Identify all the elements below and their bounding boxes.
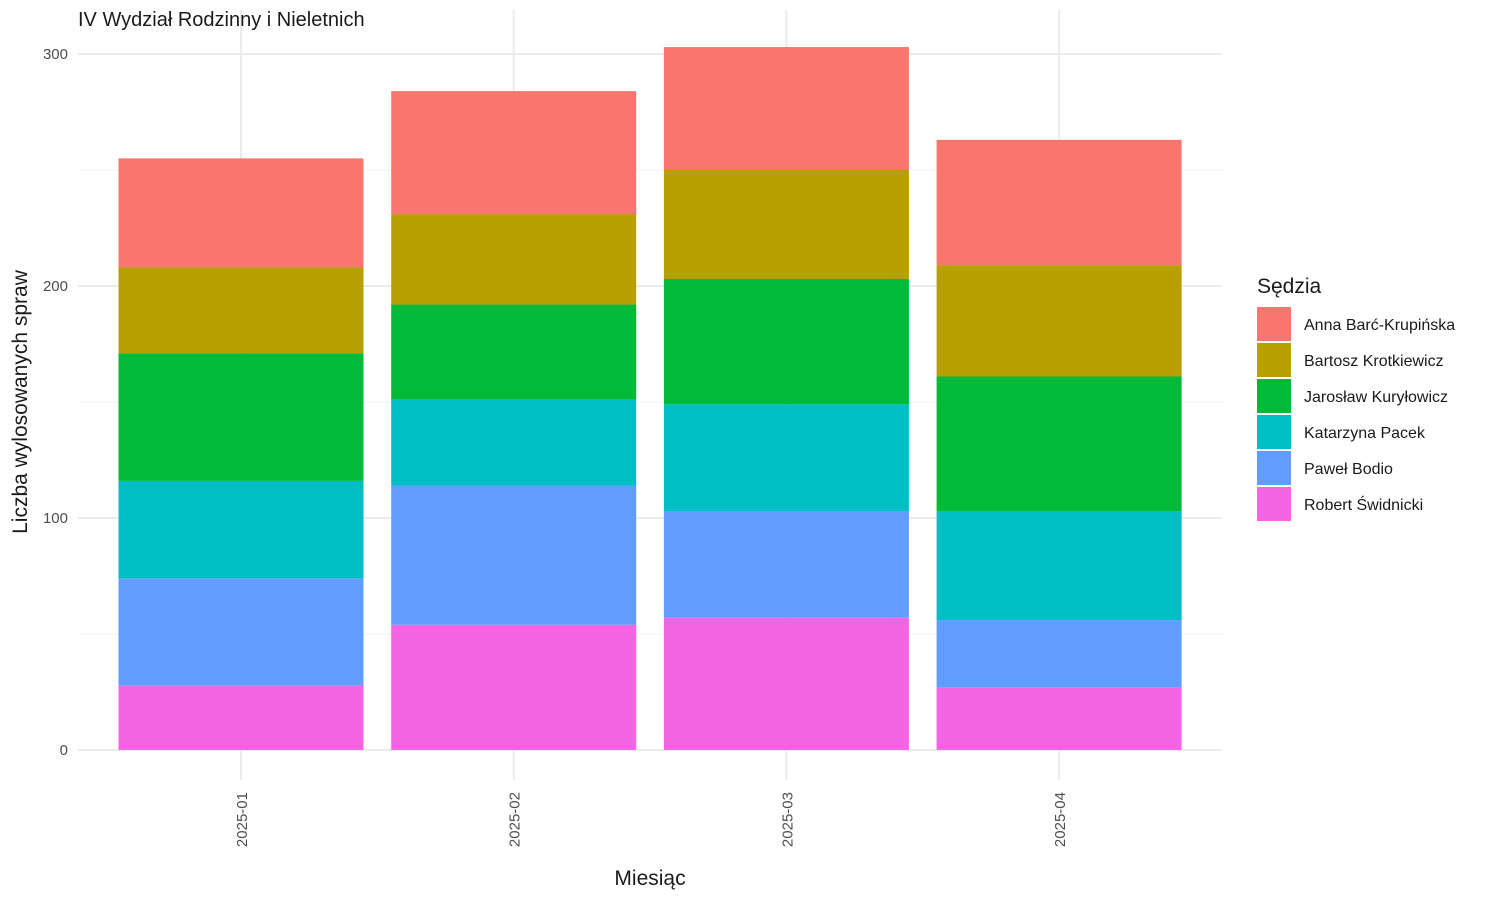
bar-segment [663, 170, 909, 280]
x-axis-ticks: 2025-01 2025-02 2025-03 2025-04 [234, 792, 1069, 847]
bar-segment [118, 578, 364, 686]
y-tick-label: 300 [43, 46, 68, 63]
bar-segment [118, 267, 364, 354]
legend-label: Robert Świdnicki [1304, 495, 1423, 514]
bar-segment [936, 265, 1182, 377]
bars [118, 47, 1182, 750]
legend-label: Katarzyna Pacek [1304, 425, 1426, 442]
bar-segment [936, 376, 1182, 512]
legend-label: Jarosław Kuryłowicz [1304, 389, 1448, 406]
y-axis-title: Liczba wylosowanych spraw [9, 269, 32, 534]
bar-segment [663, 404, 909, 512]
bar-segment [663, 279, 909, 405]
bar-segment [391, 485, 637, 625]
legend-label: Paweł Bodio [1304, 461, 1393, 478]
bar-segment [663, 511, 909, 618]
legend-swatch [1257, 415, 1291, 449]
y-tick-label: 200 [43, 278, 68, 295]
legend-label: Bartosz Krotkiewicz [1304, 353, 1444, 370]
x-tick-label: 2025-03 [779, 792, 796, 847]
legend-items: Anna Barć-Krupińska Bartosz Krotkiewicz Ja… [1257, 307, 1455, 521]
legend-swatch [1257, 487, 1291, 521]
bar-segment [391, 214, 637, 305]
bar-segment [936, 620, 1182, 688]
bar-segment [663, 617, 909, 750]
legend: Sędzia Anna Barć-Krupińska Bartosz Krotki… [1257, 275, 1455, 521]
chart-title: IV Wydział Rodzinny i Nieletnich [78, 9, 365, 31]
legend-swatch [1257, 343, 1291, 377]
y-tick-label: 0 [60, 742, 68, 759]
x-tick-label: 2025-04 [1052, 792, 1069, 847]
legend-label: Anna Barć-Krupińska [1304, 317, 1455, 334]
x-tick-label: 2025-01 [234, 792, 251, 847]
legend-swatch [1257, 379, 1291, 413]
legend-title: Sędzia [1257, 275, 1322, 298]
y-tick-label: 100 [43, 510, 68, 527]
bar-segment [391, 624, 637, 750]
x-tick-label: 2025-02 [507, 792, 524, 847]
legend-swatch [1257, 451, 1291, 485]
bar-segment [936, 139, 1182, 266]
bar-segment [118, 353, 364, 481]
bar-segment [663, 47, 909, 170]
bar-segment [118, 158, 364, 268]
y-axis-ticks: 0 100 200 300 [43, 46, 68, 759]
bar-segment [391, 91, 637, 215]
bar-segment [118, 685, 364, 750]
bar-segment [391, 304, 637, 400]
bar-segment [118, 480, 364, 579]
x-axis-title: Miesiąc [614, 867, 685, 890]
bar-segment [391, 399, 637, 486]
legend-swatch [1257, 307, 1291, 341]
bar-segment [936, 511, 1182, 621]
bar-segment [936, 687, 1182, 750]
